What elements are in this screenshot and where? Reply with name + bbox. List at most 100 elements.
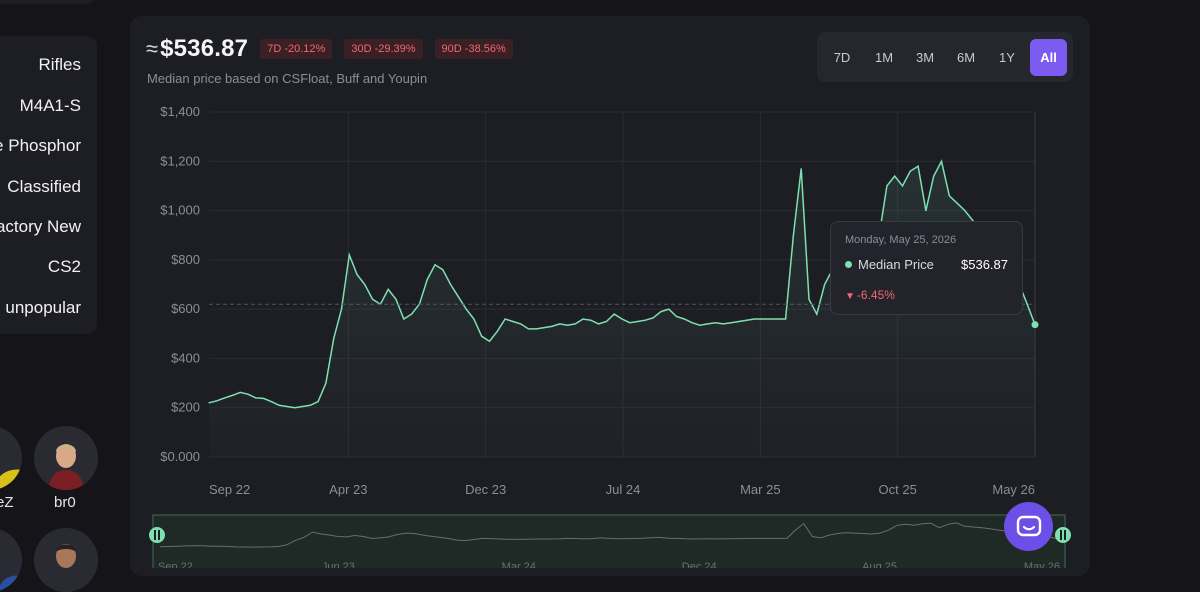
data-point xyxy=(473,318,475,320)
data-point xyxy=(753,318,756,320)
x-tick-label: Apr 23 xyxy=(329,482,367,497)
data-point xyxy=(309,404,311,406)
data-point xyxy=(621,318,623,320)
y-tick-label: $1,000 xyxy=(160,203,200,218)
y-tick-label: $200 xyxy=(171,400,200,415)
data-point xyxy=(956,202,958,204)
data-point xyxy=(699,324,701,326)
navigator-line xyxy=(159,522,1059,548)
data-point xyxy=(746,319,748,321)
player-name[interactable]: eZ xyxy=(0,494,14,511)
data-point xyxy=(566,324,569,326)
data-point xyxy=(340,308,343,310)
navigator-left-handle-icon[interactable] xyxy=(149,527,165,543)
detail-popularity[interactable]: unpopular xyxy=(5,298,81,317)
data-point xyxy=(598,323,600,325)
data-point xyxy=(434,264,436,266)
price-header: ≈ $536.87 7D -20.12% 30D -29.39% 90D -38… xyxy=(146,34,513,64)
range-navigator[interactable]: Sep 22 Jun 23 Mar 24 Dec 24 Aug 25 May 26 xyxy=(149,514,1071,568)
data-point xyxy=(527,328,530,330)
data-point xyxy=(886,185,888,187)
range-1m-button[interactable]: 1M xyxy=(874,50,894,65)
series-dot-icon xyxy=(845,261,852,268)
data-point xyxy=(270,400,272,403)
data-point xyxy=(559,323,561,325)
navigator-tick-label: May 26 xyxy=(1024,561,1060,568)
data-point xyxy=(917,165,919,167)
range-3m-button[interactable]: 3M xyxy=(915,50,935,65)
detail-game[interactable]: CS2 xyxy=(47,257,81,276)
data-point xyxy=(824,283,826,286)
data-point xyxy=(636,320,639,323)
data-point xyxy=(800,168,802,170)
data-point xyxy=(457,296,459,298)
change-badge-7d: 7D -20.12% xyxy=(260,39,333,59)
detail-skin[interactable]: e Phosphor xyxy=(0,136,81,155)
data-point xyxy=(738,320,740,323)
approx-symbol: ≈ xyxy=(146,36,159,61)
down-arrow-icon: ▼ xyxy=(845,291,855,302)
data-point xyxy=(675,315,678,318)
y-tick-label: $400 xyxy=(171,350,200,365)
tooltip-label: Median Price xyxy=(858,257,934,272)
data-point xyxy=(730,322,732,324)
data-point xyxy=(372,298,374,300)
data-point xyxy=(1026,303,1028,305)
data-point xyxy=(769,318,771,320)
range-6m-button[interactable]: 6M xyxy=(956,50,976,65)
data-point xyxy=(972,219,974,222)
top-panel-edge xyxy=(0,0,96,4)
data-point xyxy=(496,330,498,332)
y-tick-label: $1,200 xyxy=(160,153,200,168)
tooltip-change: ▼ -6.45% xyxy=(845,288,895,302)
data-point xyxy=(348,254,350,256)
navigator-tick-label: Jun 23 xyxy=(322,561,355,568)
data-point xyxy=(777,318,779,320)
tooltip-change-value: -6.45% xyxy=(856,288,895,302)
y-tick-label: $800 xyxy=(171,252,200,267)
detail-weapon[interactable]: M4A1-S xyxy=(19,96,81,115)
detail-wear[interactable]: actory New xyxy=(0,217,81,236)
navigator-window[interactable] xyxy=(152,514,1066,568)
data-point xyxy=(940,160,943,162)
navigator-right-handle-icon[interactable] xyxy=(1055,527,1071,543)
data-point xyxy=(785,318,787,320)
player-avatar[interactable] xyxy=(34,426,98,490)
data-point xyxy=(325,382,327,384)
data-point xyxy=(590,319,592,321)
data-point xyxy=(816,313,818,315)
data-point xyxy=(426,278,428,281)
data-point xyxy=(411,313,413,315)
navigator-tick-label: Aug 25 xyxy=(862,561,897,568)
data-point xyxy=(714,322,717,324)
detail-category[interactable]: Rifles xyxy=(38,55,81,74)
x-tick-label: Jul 24 xyxy=(606,482,641,497)
change-badge-30d: 30D -29.39% xyxy=(344,39,423,59)
time-range-selector: 7D 1M 3M 6M 1Y All xyxy=(817,32,1073,82)
range-all-button[interactable]: All xyxy=(1030,39,1067,76)
detail-rarity[interactable]: Classified xyxy=(7,177,81,196)
player-avatar[interactable] xyxy=(0,426,22,490)
player-name[interactable]: br0 xyxy=(54,494,76,511)
data-point xyxy=(605,320,608,323)
data-point xyxy=(278,404,280,406)
navigator-tick-label: Dec 24 xyxy=(682,561,717,568)
price-area xyxy=(209,161,1035,458)
data-point xyxy=(722,323,724,325)
data-point xyxy=(262,397,265,399)
data-point xyxy=(613,313,615,315)
data-point xyxy=(247,393,249,395)
data-point xyxy=(442,269,444,271)
data-point xyxy=(909,170,911,172)
chat-button[interactable] xyxy=(1004,502,1053,551)
range-1y-button[interactable]: 1Y xyxy=(999,50,1015,65)
hover-point xyxy=(1031,321,1039,329)
data-point xyxy=(317,400,319,403)
price-line-chart: $0.000 $200 $400 $600 $800 $1,000 $1,200 $1,400… xyxy=(149,104,1071,568)
data-point xyxy=(512,320,514,323)
navigator-tick-label: Mar 24 xyxy=(502,561,536,568)
data-point xyxy=(294,407,296,409)
data-point xyxy=(395,298,397,300)
data-point xyxy=(239,391,241,394)
range-7d-button[interactable]: 7D xyxy=(833,50,851,65)
